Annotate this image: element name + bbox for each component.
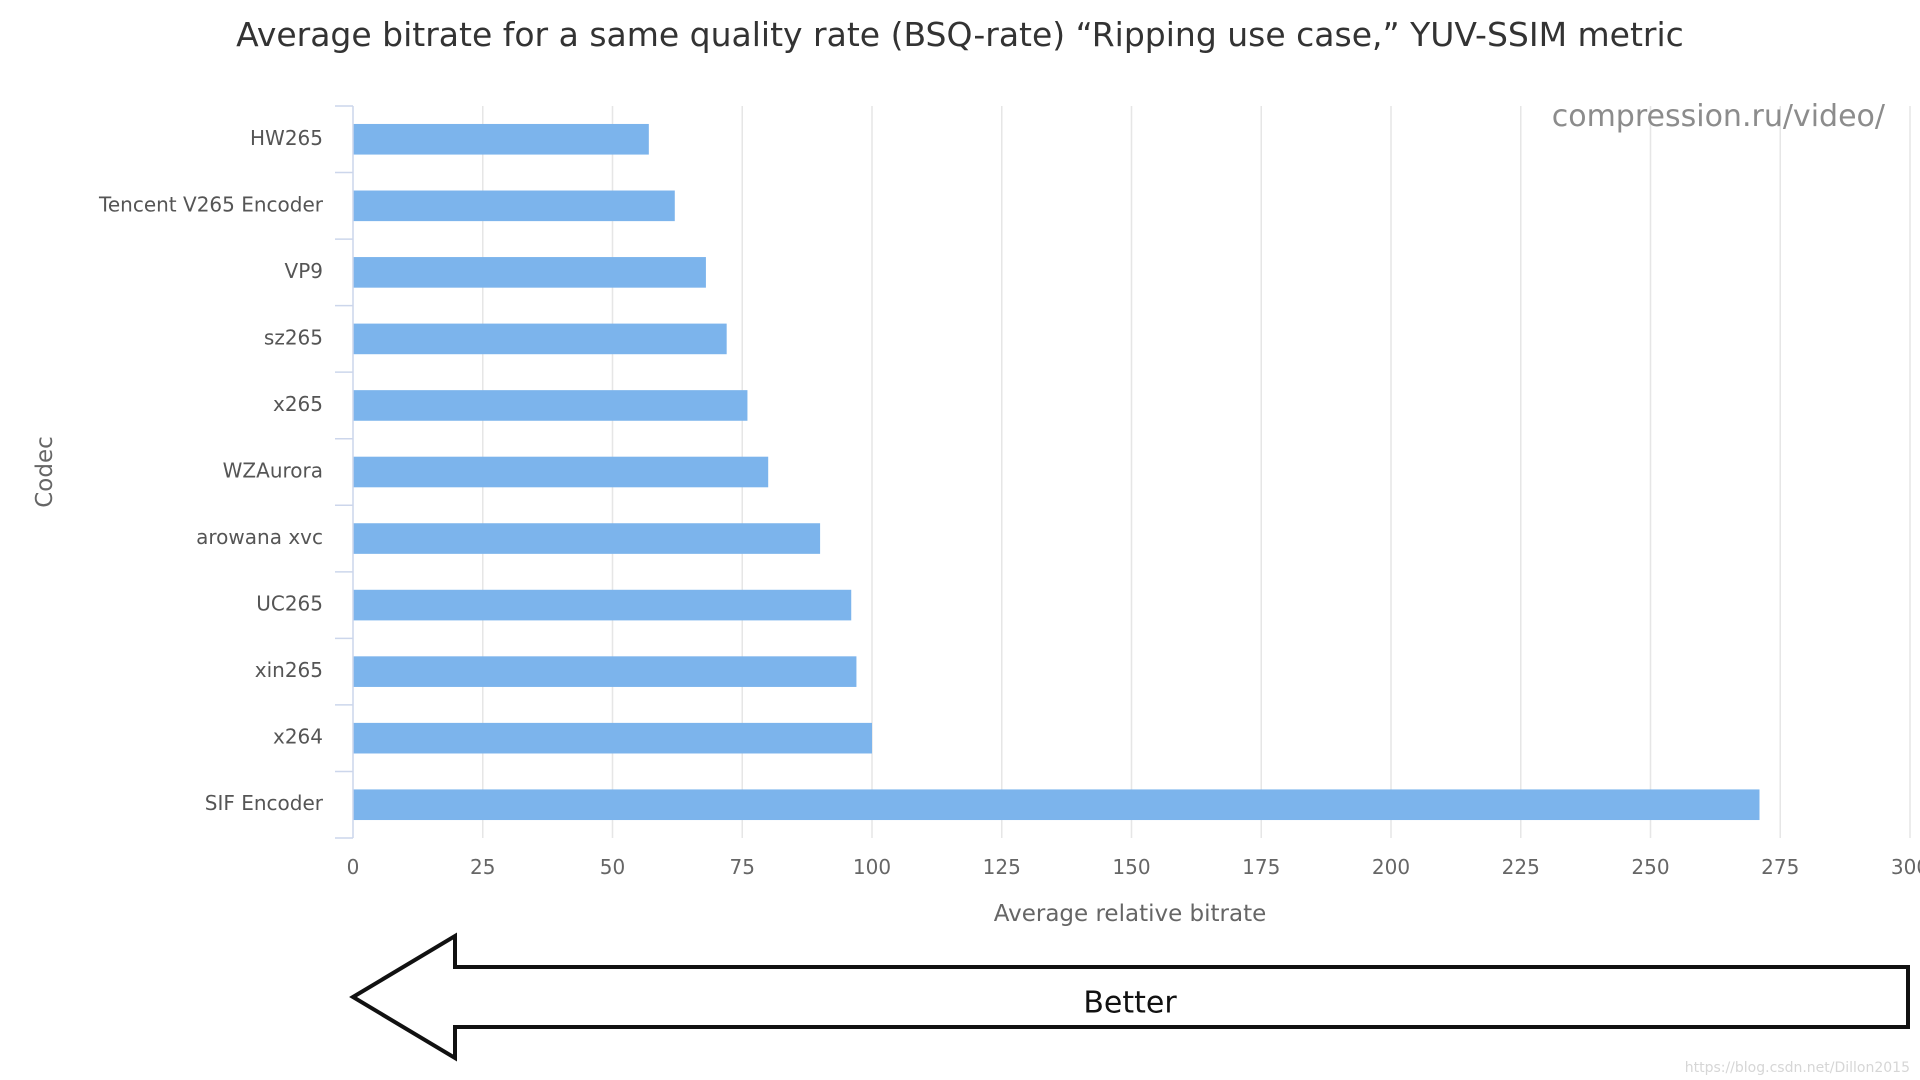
axes: HW265 Tencent V265 Encoder VP9 sz265 x265 WZA… [98,105,1920,879]
bar-arowana-xvc [353,523,821,554]
category-label: UC265 [256,592,323,616]
bar-wzaurora [353,456,769,488]
x-tick-label: 125 [983,855,1021,879]
category-label: WZAurora [223,459,323,483]
x-tick-label: 250 [1631,855,1669,879]
x-tick-label: 50 [600,855,625,879]
watermark: compression.ru/video/ [1552,99,1886,134]
bars [353,123,1760,821]
x-tick-label: 200 [1372,855,1410,879]
bar-uc265 [353,589,852,621]
x-tick-label: 300 [1891,855,1920,879]
category-label: xin265 [255,658,323,682]
category-label: x265 [273,392,323,416]
bar-vp9 [353,257,706,288]
better-arrow [349,932,1910,1062]
bar-tencent-v265-encoder [353,190,675,222]
better-arrow-label: Better [1083,986,1177,1021]
category-label: x264 [273,725,323,749]
x-axis-title: Average relative bitrate [994,901,1267,927]
x-tick-label: 175 [1242,855,1280,879]
category-label: sz265 [264,325,323,349]
image-credit: https://blog.csdn.net/Dillon2015 [1685,1060,1910,1076]
category-label: SIF Encoder [205,791,324,815]
x-tick-label: 25 [470,855,495,879]
x-tick-label: 150 [1112,855,1150,879]
x-tick-label: 225 [1502,855,1540,879]
bar-x264 [353,722,872,754]
bar-sz265 [353,323,727,355]
bar-xin265 [353,656,857,687]
x-tick-label: 0 [347,855,360,879]
bar-hw265 [353,123,649,155]
category-label: VP9 [285,259,323,283]
category-label: HW265 [250,126,323,150]
y-axis-title: Codec [32,436,58,508]
x-tick-label: 75 [730,855,755,879]
bar-sif-encoder [353,789,1760,821]
x-tick-label: 275 [1761,855,1799,879]
chart-title: Average bitrate for a same quality rate … [236,15,1684,54]
category-label: arowana xvc [196,525,323,549]
bar-x265 [353,390,748,421]
gridlines [482,106,1911,838]
x-tick-label: 100 [853,855,891,879]
category-label: Tencent V265 Encoder [98,192,324,216]
